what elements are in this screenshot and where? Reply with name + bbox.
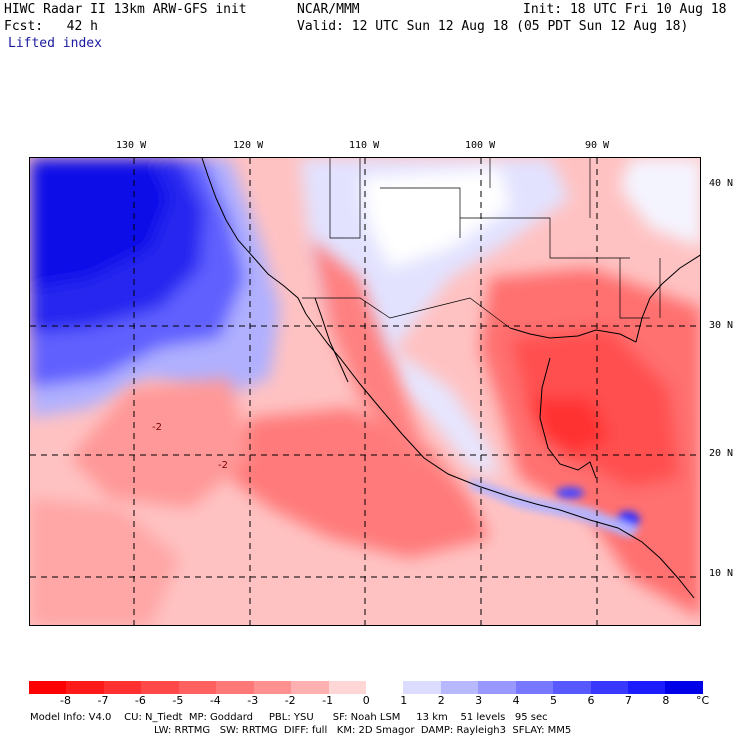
colorbar-tick-label: 8 <box>662 694 670 707</box>
colorbar-tick-label: 1 <box>400 694 408 707</box>
map-canvas: -2 -2 <box>30 158 700 625</box>
colorbar-swatch <box>328 681 366 694</box>
init-time: Init: 18 UTC Fri 10 Aug 18 <box>523 2 727 17</box>
colorbar-tick-label: 0 <box>362 694 370 707</box>
colorbar-tick-label: 4 <box>512 694 520 707</box>
graticule <box>30 158 700 625</box>
colorbar-tick-label: -2 <box>284 694 296 707</box>
colorbar-tick-label: 2 <box>437 694 445 707</box>
colorbar-swatch <box>103 681 142 694</box>
lon-tick-90w: 90 W <box>585 140 610 151</box>
colorbar-tick-label: -3 <box>247 694 259 707</box>
colorbar-swatch <box>141 681 179 694</box>
model-info-line2: LW: RRTMG SW: RRTMG DIFF: full KM: 2D Sm… <box>154 725 572 736</box>
colorbar-swatch <box>665 681 703 694</box>
colorbar-swatch <box>365 681 404 694</box>
contour-label: -2 <box>152 422 162 433</box>
colorbar-tick-label: -6 <box>134 694 146 707</box>
model-info-line1: Model Info: V4.0 CU: N_Tiedt MP: Goddard… <box>30 712 548 723</box>
colorbar-tick-label: 3 <box>475 694 483 707</box>
valid-time: Valid: 12 UTC Sun 12 Aug 18 (05 PDT Sun … <box>297 19 689 34</box>
field-name: Lifted index <box>8 36 102 51</box>
colorbar-swatch <box>403 681 441 694</box>
lon-tick-110w: 110 W <box>349 140 380 151</box>
unstable-region <box>30 238 700 625</box>
colorbar-swatch <box>440 681 479 694</box>
colorbar-tick-label: -7 <box>97 694 109 707</box>
colorbar-tick-label: 7 <box>624 694 632 707</box>
colorbar-tick-label: -1 <box>322 694 334 707</box>
colorbar-swatch <box>291 681 329 694</box>
coastlines <box>201 158 700 599</box>
colorbar-swatch <box>590 681 628 694</box>
forecast-hour: Fcst: 42 h <box>4 19 98 34</box>
stable-ocean-region <box>30 158 280 418</box>
colorbar-tick-label: -4 <box>209 694 221 707</box>
colorbar-unit: °C <box>696 694 710 707</box>
lon-tick-120w: 120 W <box>233 140 264 151</box>
lat-tick-40n: 40 N <box>709 178 734 189</box>
colorbar-tick-label: 6 <box>587 694 595 707</box>
colorbar-tick-label: 5 <box>550 694 558 707</box>
colorbar <box>29 681 703 694</box>
lon-tick-130w: 130 W <box>116 140 147 151</box>
lat-tick-10n: 10 N <box>709 568 734 579</box>
model-title: HIWC Radar II 13km ARW-GFS init <box>4 2 247 17</box>
colorbar-swatch <box>29 681 67 694</box>
political-borders <box>302 158 661 329</box>
lat-tick-20n: 20 N <box>709 448 734 459</box>
colorbar-tick-label: -5 <box>172 694 184 707</box>
lifted-index-map: -2 -2 <box>29 157 701 626</box>
colorbar-swatch <box>66 681 104 694</box>
lon-tick-100w: 100 W <box>465 140 496 151</box>
colorbar-swatch <box>253 681 292 694</box>
contour-label: -2 <box>218 460 228 471</box>
lat-tick-30n: 30 N <box>709 320 734 331</box>
colorbar-swatch <box>178 681 217 694</box>
colorbar-swatch <box>515 681 554 694</box>
colorbar-tick-label: -8 <box>60 694 71 707</box>
colorbar-swatch <box>553 681 591 694</box>
colorbar-swatch <box>628 681 666 694</box>
colorbar-swatch <box>478 681 516 694</box>
institution-label: NCAR/MMM <box>297 2 360 17</box>
colorbar-swatch <box>216 681 254 694</box>
